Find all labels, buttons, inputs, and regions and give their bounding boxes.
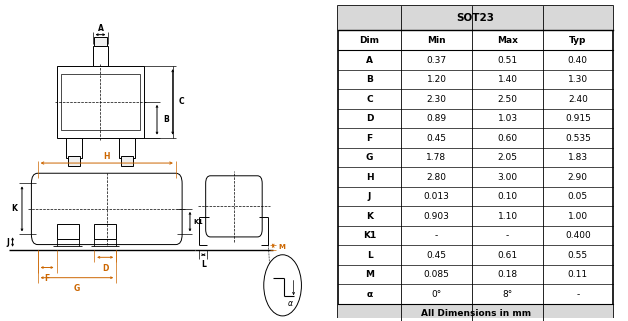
Text: 1.78: 1.78 (426, 153, 447, 162)
Text: 0.45: 0.45 (426, 134, 447, 143)
Text: H: H (365, 173, 373, 182)
Text: 2.40: 2.40 (568, 95, 588, 104)
Text: 0.915: 0.915 (565, 114, 591, 123)
Text: L: L (201, 260, 206, 269)
FancyBboxPatch shape (31, 173, 182, 245)
Text: C: C (179, 97, 185, 106)
Text: D: D (102, 264, 109, 273)
Text: 8°: 8° (502, 290, 512, 299)
Bar (57, 224, 78, 239)
Text: A: A (97, 24, 104, 33)
Text: 0.535: 0.535 (565, 134, 591, 143)
Text: -: - (506, 231, 509, 240)
Text: 0.61: 0.61 (497, 251, 517, 260)
Text: 1.00: 1.00 (568, 212, 588, 221)
Text: A: A (366, 56, 373, 65)
Text: B: B (163, 115, 169, 124)
Text: -: - (435, 231, 438, 240)
Text: $\alpha$: $\alpha$ (287, 299, 294, 308)
Text: K1: K1 (193, 219, 203, 225)
Text: SOT23: SOT23 (457, 13, 495, 23)
Text: J: J (6, 238, 9, 247)
Text: All Dimensions in mm: All Dimensions in mm (421, 309, 531, 318)
Text: D: D (365, 114, 373, 123)
Bar (57, 66, 144, 138)
Text: L: L (367, 251, 372, 260)
Text: 1.20: 1.20 (426, 75, 447, 84)
Text: 1.10: 1.10 (497, 212, 517, 221)
Text: M: M (365, 270, 374, 279)
Bar (68, 156, 80, 166)
Text: 0.37: 0.37 (426, 56, 447, 65)
Text: 0.89: 0.89 (426, 114, 447, 123)
Text: 0.51: 0.51 (497, 56, 517, 65)
Text: 0.45: 0.45 (426, 251, 447, 260)
Text: 1.40: 1.40 (497, 75, 517, 84)
Bar (338, 6, 613, 30)
Text: 0.013: 0.013 (423, 192, 450, 201)
Text: 0.11: 0.11 (568, 270, 588, 279)
Text: K1: K1 (363, 231, 376, 240)
Text: -: - (577, 290, 580, 299)
FancyBboxPatch shape (206, 176, 263, 237)
Text: 2.30: 2.30 (426, 95, 447, 104)
Text: 0.05: 0.05 (568, 192, 588, 201)
Text: 0.18: 0.18 (497, 270, 517, 279)
Text: F: F (45, 274, 50, 283)
Text: 1.30: 1.30 (568, 75, 588, 84)
Text: J: J (368, 192, 371, 201)
Text: 0.903: 0.903 (423, 212, 450, 221)
Text: G: G (74, 284, 80, 293)
Text: G: G (366, 153, 373, 162)
Text: 1.83: 1.83 (568, 153, 588, 162)
Bar (66, 138, 82, 158)
Text: Dim: Dim (359, 36, 379, 45)
Text: 0.400: 0.400 (565, 231, 591, 240)
Text: C: C (366, 95, 373, 104)
Bar (338, 304, 613, 321)
Text: 0.55: 0.55 (568, 251, 588, 260)
Text: 0.085: 0.085 (423, 270, 450, 279)
Bar (121, 156, 133, 166)
Text: 0.60: 0.60 (497, 134, 517, 143)
Text: 2.80: 2.80 (426, 173, 447, 182)
Text: 2.50: 2.50 (497, 95, 517, 104)
Text: Typ: Typ (569, 36, 587, 45)
Text: 3.00: 3.00 (497, 173, 517, 182)
Text: F: F (367, 134, 372, 143)
Text: 0.40: 0.40 (568, 56, 588, 65)
Text: 2.90: 2.90 (568, 173, 588, 182)
Text: 2.05: 2.05 (497, 153, 517, 162)
Text: 0°: 0° (431, 290, 441, 299)
Bar (119, 138, 135, 158)
Bar (62, 74, 140, 130)
Text: 1.03: 1.03 (497, 114, 517, 123)
Text: H: H (104, 152, 110, 161)
Bar (94, 37, 107, 46)
Text: 0.10: 0.10 (497, 192, 517, 201)
Text: α: α (366, 290, 372, 299)
Text: B: B (366, 75, 373, 84)
Bar (93, 46, 109, 66)
Text: K: K (366, 212, 373, 221)
Bar (94, 224, 116, 239)
Text: K: K (11, 204, 18, 213)
Text: M: M (279, 244, 286, 250)
Text: Min: Min (427, 36, 446, 45)
Text: Max: Max (497, 36, 518, 45)
